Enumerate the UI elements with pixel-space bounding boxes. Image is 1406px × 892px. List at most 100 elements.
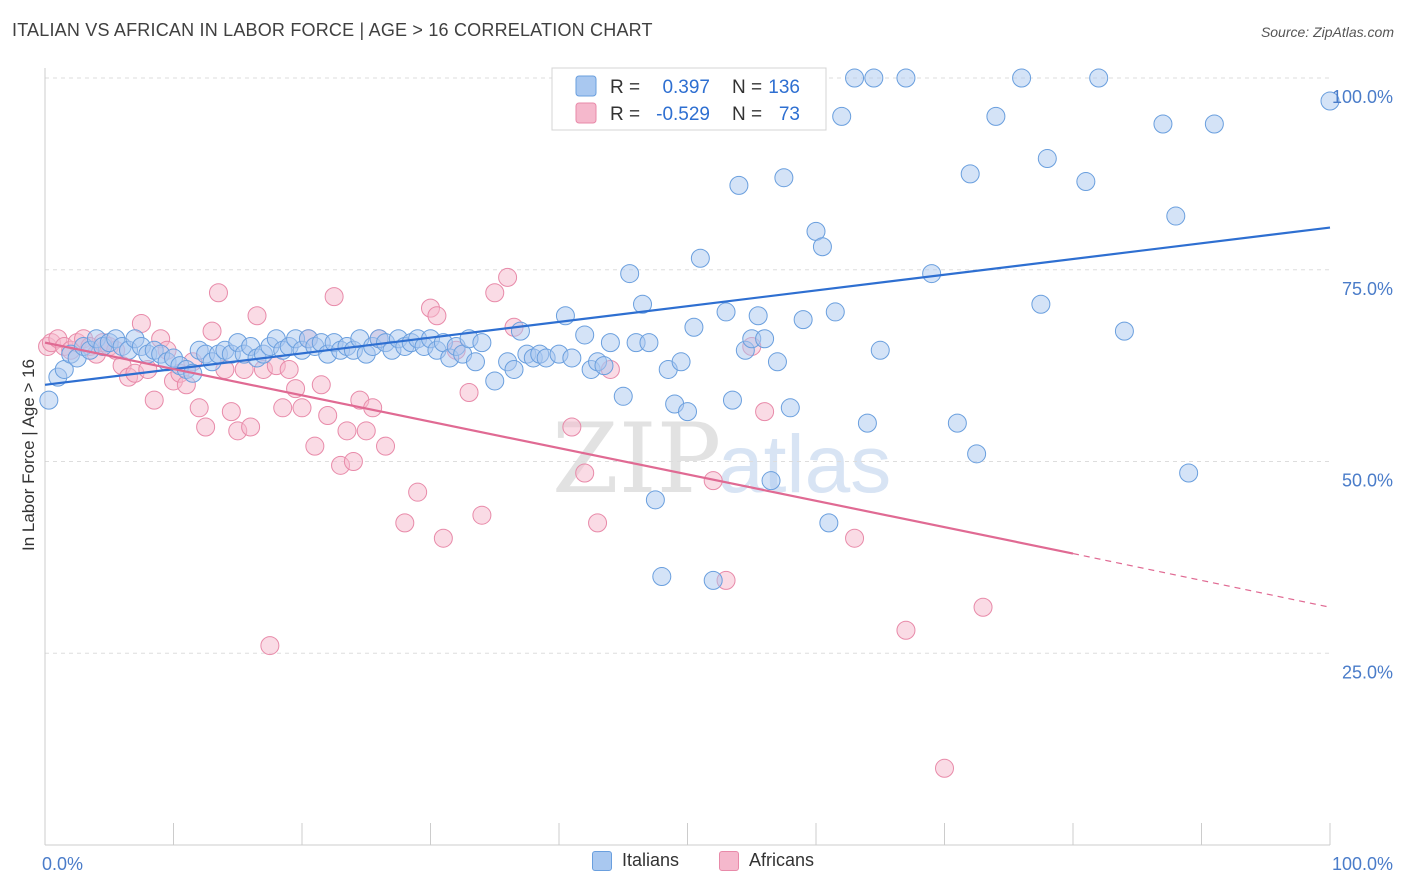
y-axis-label: In Labor Force | Age > 16 bbox=[19, 359, 38, 551]
africans-point-27 bbox=[208, 283, 228, 303]
italians-point-85 bbox=[620, 264, 640, 284]
italians-point-117 bbox=[864, 68, 884, 88]
africans-point-60 bbox=[459, 382, 479, 402]
africans-point-72 bbox=[755, 402, 775, 422]
italians-point-78 bbox=[562, 348, 582, 368]
legend-swatch-africans bbox=[719, 850, 739, 871]
africans-point-42 bbox=[305, 436, 325, 456]
italians-point-125 bbox=[1012, 68, 1032, 88]
legend-swatch-africans bbox=[575, 102, 597, 124]
italians-point-119 bbox=[896, 68, 916, 88]
africans-point-50 bbox=[356, 421, 376, 441]
y-tick-label-1: 50.0% bbox=[1342, 471, 1393, 491]
y-tick-labels: 25.0% 50.0% 75.0% 100.0% bbox=[1332, 87, 1393, 682]
italians-point-132 bbox=[1166, 206, 1186, 226]
italians-point-68 bbox=[485, 371, 505, 391]
watermark-atlas: atlas bbox=[718, 419, 891, 510]
italians-point-97 bbox=[703, 570, 723, 590]
italians-point-114 bbox=[832, 106, 852, 126]
africans-point-53 bbox=[376, 436, 396, 456]
italians-point-90 bbox=[652, 567, 672, 587]
italians-point-88 bbox=[639, 333, 659, 353]
italians-point-123 bbox=[967, 444, 987, 464]
africans-point-54 bbox=[395, 513, 415, 533]
africans-point-58 bbox=[433, 528, 453, 548]
italians-point-107 bbox=[774, 168, 794, 188]
chart-title: ITALIAN VS AFRICAN IN LABOR FORCE | AGE … bbox=[12, 20, 653, 40]
italians-point-120 bbox=[922, 264, 942, 284]
africans-point-75 bbox=[935, 758, 954, 778]
italians-point-89 bbox=[645, 490, 665, 510]
italians-point-104 bbox=[755, 329, 775, 349]
italians-point-134 bbox=[1204, 114, 1224, 134]
italians-point-84 bbox=[613, 386, 633, 406]
africans-trend-line bbox=[44, 341, 1074, 555]
italians-point-126 bbox=[1031, 294, 1051, 314]
legend-item-italians: Italians bbox=[591, 850, 679, 871]
axes bbox=[44, 68, 1331, 846]
africans-point-35 bbox=[260, 636, 280, 656]
chart-source: Source: ZipAtlas.com bbox=[1260, 24, 1394, 40]
italians-point-109 bbox=[793, 310, 813, 330]
italians-point-130 bbox=[1114, 321, 1134, 341]
africans-point-45 bbox=[324, 287, 344, 307]
legend-label-africans: Africans bbox=[749, 850, 815, 870]
y-tick-label-3: 100.0% bbox=[1332, 87, 1393, 107]
italians-point-106 bbox=[767, 352, 787, 372]
africans-point-67 bbox=[588, 513, 608, 533]
y-tick-label-2: 75.0% bbox=[1342, 279, 1393, 299]
africans-point-43 bbox=[311, 375, 331, 395]
italians-point-116 bbox=[857, 413, 877, 433]
africans-point-73 bbox=[845, 528, 865, 548]
legend-top: R = 0.397 N = 136 R = -0.529 N = 73 bbox=[551, 67, 827, 131]
africans-point-33 bbox=[247, 306, 267, 326]
italians-point-96 bbox=[690, 248, 710, 268]
italians-point-121 bbox=[947, 413, 967, 433]
legend-r-value-italians: 0.397 bbox=[662, 77, 710, 98]
x-tick-label-1: 100.0% bbox=[1332, 854, 1393, 874]
x-tick-labels: 0.0% 100.0% bbox=[42, 854, 1393, 874]
legend-n-label-africans: N = bbox=[732, 104, 762, 125]
africans-point-48 bbox=[343, 452, 363, 471]
italians-point-128 bbox=[1076, 172, 1096, 192]
africans-point-38 bbox=[279, 359, 299, 379]
italians-point-83 bbox=[600, 333, 620, 353]
legend-r-label-africans: R = bbox=[610, 104, 640, 125]
legend-n-label-italians: N = bbox=[732, 77, 762, 98]
italians-point-105 bbox=[761, 471, 781, 491]
africans-point-26 bbox=[202, 321, 222, 341]
africans-point-24 bbox=[189, 398, 209, 418]
italians-point-99 bbox=[722, 390, 742, 410]
italians-point-118 bbox=[870, 340, 890, 360]
africans-trend-line-extension bbox=[1072, 552, 1331, 608]
legend-swatch-italians bbox=[575, 75, 597, 97]
africans-point-25 bbox=[196, 417, 216, 437]
africans-point-63 bbox=[498, 267, 518, 287]
italians-point-108 bbox=[780, 398, 800, 418]
legend-bottom: Italians Africans bbox=[0, 850, 1406, 871]
africans-points bbox=[38, 267, 993, 778]
italians-point-67 bbox=[472, 333, 492, 353]
legend-label-italians: Italians bbox=[621, 850, 679, 870]
trend-lines bbox=[44, 226, 1331, 608]
africans-point-62 bbox=[485, 283, 505, 303]
italians-point-133 bbox=[1179, 463, 1199, 483]
legend-item-africans: Africans bbox=[719, 850, 814, 871]
africans-point-32 bbox=[241, 417, 261, 437]
italians-point-93 bbox=[671, 352, 691, 372]
italians-trend-line bbox=[44, 226, 1331, 386]
italians-point-100 bbox=[729, 175, 749, 195]
africans-point-55 bbox=[408, 482, 428, 502]
italians-point-87 bbox=[633, 294, 653, 314]
italians-point-135 bbox=[1320, 91, 1340, 111]
africans-point-74 bbox=[896, 620, 916, 640]
italians-point-113 bbox=[825, 302, 845, 322]
italians-point-112 bbox=[819, 513, 839, 533]
italians-point-94 bbox=[678, 402, 697, 422]
legend-swatch-italians bbox=[591, 850, 612, 871]
africans-point-66 bbox=[575, 463, 595, 483]
italians-point-129 bbox=[1089, 68, 1109, 88]
italians-point-122 bbox=[960, 164, 980, 184]
africans-point-29 bbox=[221, 402, 241, 422]
